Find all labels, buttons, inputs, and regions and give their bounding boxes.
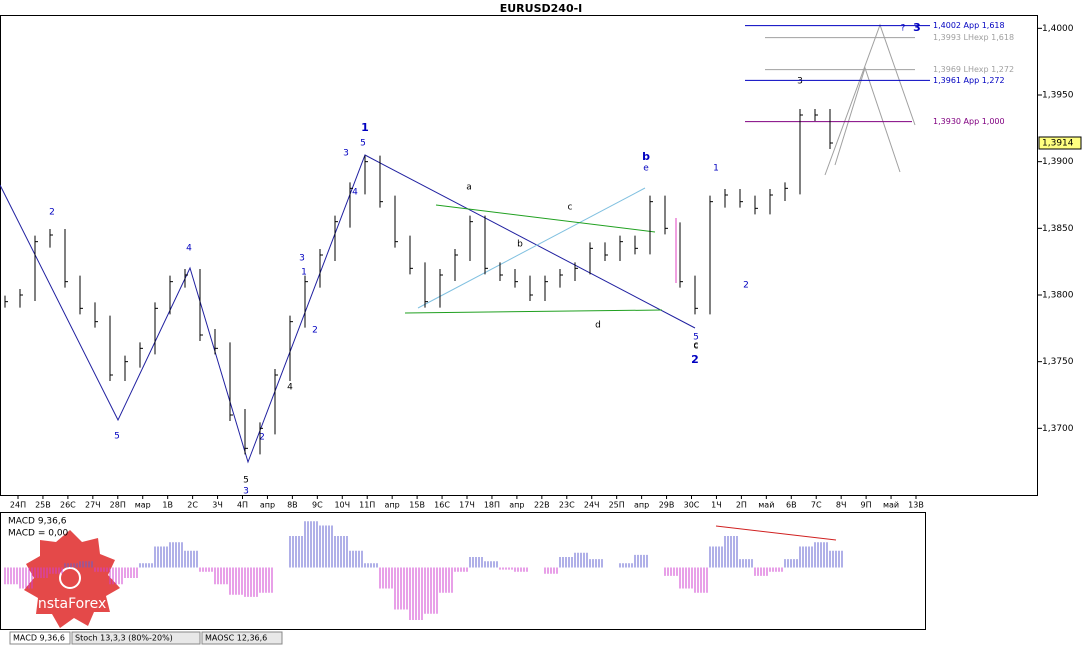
x-tick-label: 30С (684, 501, 700, 510)
y-tick-label: 1,3700 (1042, 424, 1074, 434)
level-label: 1,3961 App 1,272 (933, 76, 1005, 85)
wave-label: b (517, 240, 523, 250)
x-tick-label: 17Ч (459, 501, 475, 510)
x-tick-label: 28П (110, 501, 126, 510)
wave-label: 2 (312, 326, 318, 336)
tab-label: Stoch 13,3,3 (80%-20%) (75, 634, 173, 643)
macd-value: MACD = 0,00 (8, 529, 69, 539)
x-tick-label: 9С (312, 501, 323, 510)
wave-label: 5 (243, 476, 249, 486)
x-tick-label: 18П (484, 501, 500, 510)
wave-label: 4 (352, 188, 358, 198)
wave-label: 5 (114, 432, 120, 442)
wave-label: 3 (299, 254, 305, 264)
x-tick-label: 24П (10, 501, 26, 510)
y-tick-label: 1,3950 (1042, 91, 1074, 101)
x-tick-label: 26С (60, 501, 76, 510)
wave-lines (0, 23, 916, 541)
x-tick-label: 16С (434, 501, 450, 510)
x-tick-label: апр (509, 501, 524, 510)
wave-label: 2 (259, 433, 265, 443)
wave-label: e (643, 164, 649, 174)
x-tick-label: 1В (162, 501, 173, 510)
x-tick-label: 11П (359, 501, 375, 510)
wave-label: 4 (287, 383, 293, 393)
wave-label: ? (901, 24, 906, 34)
y-tick-label: 1,3750 (1042, 357, 1074, 367)
wave-label: 3 (913, 21, 921, 34)
wave-label: 3 (243, 487, 249, 497)
wave-label: 3 (797, 77, 803, 87)
logo: InstaForex (24, 530, 120, 628)
y-tick-label: 1,3900 (1042, 157, 1074, 167)
macd-label: MACD 9,36,6 (8, 517, 67, 527)
tab[interactable] (201, 631, 283, 645)
level-label: 1,3930 App 1,000 (933, 117, 1005, 126)
wave-label: c (694, 341, 699, 351)
x-tick-label: мар (135, 501, 151, 510)
x-tick-label: май (883, 501, 899, 510)
x-tick-label: 24Ч (584, 501, 600, 510)
wave-label: 2 (691, 353, 699, 366)
x-tick-label: 9П (861, 501, 872, 510)
x-tick-label: 6В (786, 501, 797, 510)
tab-label: MAOSC 12,36,6 (205, 634, 267, 643)
x-tick-label: 8В (287, 501, 298, 510)
logo-text: InstaForex (34, 596, 107, 612)
tab[interactable] (9, 631, 71, 645)
level-label: 1,3969 LHexp 1,272 (933, 65, 1014, 74)
x-tick-label: апр (260, 501, 275, 510)
wave-label: c (694, 342, 699, 352)
wave-label: 2 (49, 208, 55, 218)
wave-label: 1 (361, 121, 369, 134)
level-label: 1,4002 App 1,618 (933, 21, 1005, 30)
wave-label: 5 (360, 139, 366, 149)
x-tick-label: 22В (534, 501, 550, 510)
plot-frame (0, 15, 1038, 496)
x-tick-label: 25В (35, 501, 51, 510)
x-tick-label: 27Ч (85, 501, 101, 510)
wave-label: 1 (301, 268, 307, 278)
tab[interactable] (71, 631, 201, 645)
wave-label: b (642, 150, 650, 163)
wave-label: 4 (186, 244, 192, 254)
tab-label: MACD 9,36,6 (13, 634, 65, 643)
chart-title: EURUSD240-I (500, 2, 583, 15)
wave-label: 2 (743, 281, 749, 291)
x-tick-label: 23С (559, 501, 575, 510)
x-tick-label: 8Ч (836, 501, 847, 510)
x-tick-label: 7С (811, 501, 822, 510)
x-tick-label: 25П (609, 501, 625, 510)
y-tick-label: 1,3800 (1042, 291, 1074, 301)
y-tick-label: 1,4000 (1042, 24, 1074, 34)
current-price-box (1038, 136, 1082, 150)
macd-frame (0, 512, 926, 630)
x-tick-label: апр (634, 501, 649, 510)
x-tick-label: 10Ч (334, 501, 350, 510)
x-tick-label: 29В (659, 501, 675, 510)
x-tick-label: 2П (736, 501, 747, 510)
y-tick-label: 1,3850 (1042, 224, 1074, 234)
x-tick-label: май (758, 501, 774, 510)
current-price-label: 1,3914 (1042, 139, 1074, 149)
x-tick-label: 15В (409, 501, 425, 510)
x-tick-label: апр (385, 501, 400, 510)
wave-label: 1 (713, 164, 719, 174)
x-tick-label: 4П (237, 501, 248, 510)
wave-label: 5 (693, 333, 699, 343)
x-tick-label: 2С (187, 501, 198, 510)
x-tick-label: 13В (908, 501, 924, 510)
level-label: 1,3993 LHexp 1,618 (933, 33, 1014, 42)
wave-label: 3 (343, 149, 349, 159)
x-tick-label: 1Ч (711, 501, 722, 510)
x-tick-label: 3Ч (212, 501, 223, 510)
wave-label: d (595, 321, 601, 331)
wave-label: a (466, 183, 472, 193)
wave-label: c (568, 203, 573, 213)
